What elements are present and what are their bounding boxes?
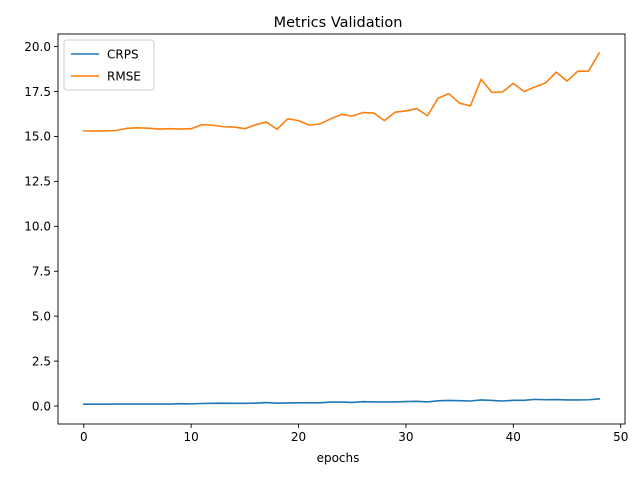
- x-tick-label: 0: [80, 430, 88, 444]
- x-axis: 0 10 20 30 40 50: [80, 424, 628, 444]
- legend-label-rmse: RMSE: [107, 69, 141, 83]
- x-tick-label: 10: [184, 430, 199, 444]
- x-tick-label: 50: [613, 430, 628, 444]
- y-tick-label: 12.5: [24, 175, 51, 189]
- x-axis-label: epochs: [317, 451, 360, 465]
- chart-title: Metrics Validation: [274, 15, 403, 31]
- y-tick-label: 2.5: [32, 354, 51, 368]
- y-tick-label: 7.5: [32, 265, 51, 279]
- y-axis: 0.0 2.5 5.0 7.5 10.0 12.5 15.0 17.5 20.0: [24, 40, 58, 413]
- series-layer: [82, 51, 601, 406]
- y-tick-label: 0.0: [32, 399, 51, 413]
- y-tick-label: 20.0: [24, 40, 51, 54]
- legend-box: [63, 39, 155, 91]
- y-tick-label: 10.0: [24, 220, 51, 234]
- y-tick-label: 17.5: [24, 85, 51, 99]
- series-line-crps: [82, 397, 601, 406]
- y-tick-label: 15.0: [24, 130, 51, 144]
- x-tick-label: 40: [506, 430, 521, 444]
- x-tick-label: 20: [291, 430, 306, 444]
- y-tick-label: 5.0: [32, 309, 51, 323]
- series-line-rmse: [82, 51, 601, 132]
- legend: CRPS RMSE: [63, 39, 155, 91]
- legend-label-crps: CRPS: [107, 47, 139, 61]
- x-tick-label: 30: [398, 430, 413, 444]
- plot-area-frame: [57, 33, 626, 425]
